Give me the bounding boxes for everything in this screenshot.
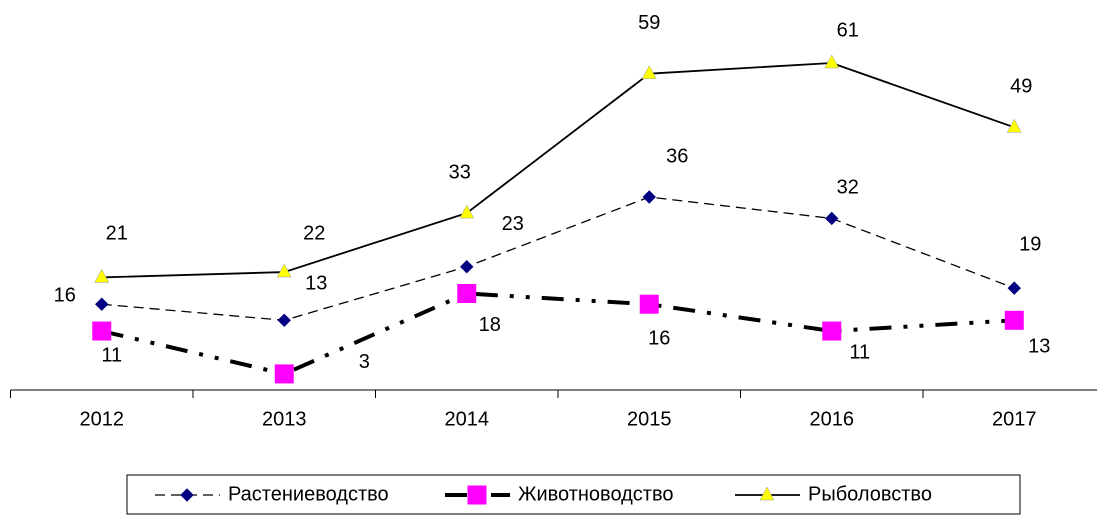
- data-point: [277, 313, 291, 328]
- data-point: [459, 204, 475, 219]
- data-point: [92, 321, 112, 341]
- series-line: [101, 196, 1015, 321]
- x-tick-label: 2016: [810, 408, 855, 430]
- data-label: 3: [359, 351, 370, 373]
- data-point: [1004, 310, 1024, 330]
- x-tick-label: 2012: [80, 408, 125, 430]
- data-point: [274, 364, 294, 384]
- data-label: 23: [502, 213, 524, 235]
- data-label: 61: [837, 19, 859, 41]
- series-line: [101, 291, 1015, 377]
- x-tick-label: 2013: [262, 408, 307, 430]
- data-label: 11: [849, 341, 870, 363]
- data-point: [95, 297, 109, 311]
- legend-box: [126, 474, 1021, 515]
- data-point: [276, 263, 292, 278]
- data-point: [824, 54, 840, 69]
- data-label: 59: [638, 12, 660, 34]
- legend-label: Растениеводство: [228, 483, 389, 505]
- data-label: 16: [54, 285, 76, 307]
- data-label: 21: [106, 223, 128, 245]
- data-label: 36: [666, 145, 688, 167]
- legend-label: Животноводство: [518, 483, 674, 505]
- data-point: [94, 268, 110, 283]
- data-label: 13: [1028, 336, 1050, 358]
- x-tick-label: 2015: [627, 408, 672, 430]
- data-point: [457, 284, 477, 303]
- data-label: 49: [1010, 76, 1032, 98]
- data-point: [1006, 118, 1022, 133]
- data-point: [825, 211, 839, 226]
- x-tick-label: 2017: [992, 408, 1037, 430]
- data-label: 33: [449, 161, 471, 183]
- legend-marker: [759, 486, 775, 501]
- data-point: [642, 190, 656, 204]
- data-point: [641, 65, 657, 79]
- legend-label: Рыболовство: [808, 483, 932, 505]
- x-tick-label: 2014: [445, 408, 490, 430]
- legend-marker: [180, 488, 194, 502]
- data-label: 13: [305, 273, 327, 295]
- data-label: 19: [1019, 233, 1041, 255]
- data-point: [822, 321, 842, 341]
- legend-marker: [467, 485, 487, 505]
- data-label: 11: [101, 344, 122, 366]
- data-label: 32: [837, 177, 859, 199]
- data-point: [1007, 281, 1021, 295]
- data-point: [460, 259, 474, 274]
- data-point: [639, 294, 659, 314]
- data-label: 18: [479, 314, 501, 336]
- data-label: 22: [303, 222, 325, 244]
- series-line: [101, 62, 1015, 279]
- data-label: 16: [648, 328, 670, 350]
